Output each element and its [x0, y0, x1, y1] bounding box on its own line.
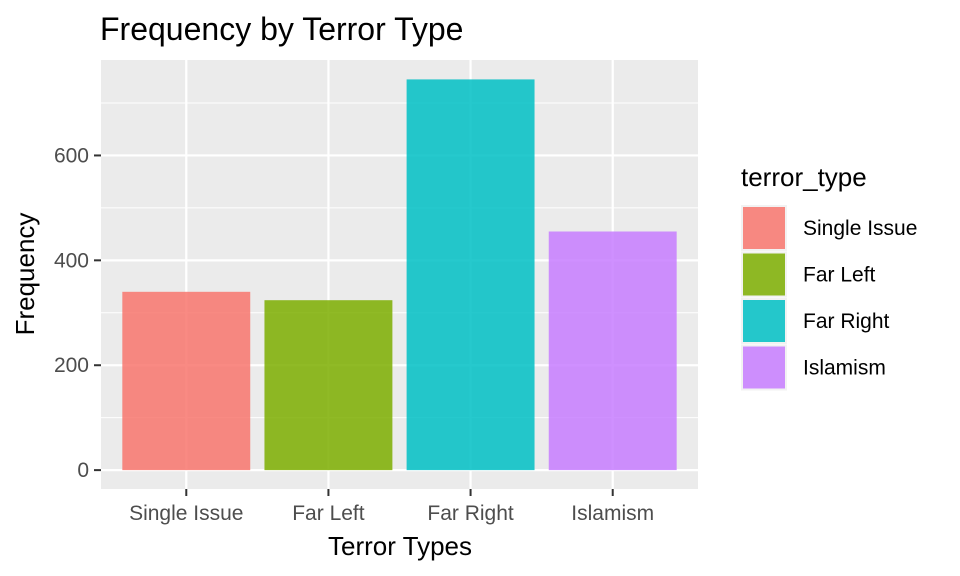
- legend-label: Far Left: [803, 264, 876, 287]
- legend-items: Single Issue Far Left Far Right Islamism: [741, 205, 917, 391]
- bar-single-issue: [122, 291, 251, 471]
- y-tick-label: 0: [77, 459, 89, 482]
- legend-title: terror_type: [741, 162, 867, 192]
- legend-swatch: [743, 346, 785, 389]
- legend-swatch: [743, 253, 785, 296]
- legend-swatch: [743, 207, 785, 249]
- bar-far-right: [406, 79, 535, 471]
- x-tick-label: Far Right: [427, 502, 514, 525]
- x-axis: Single Issue Far Left Far Right Islamism: [129, 489, 654, 525]
- bar-islamism: [548, 231, 677, 471]
- x-tick-label: Islamism: [571, 502, 654, 525]
- legend-swatch: [743, 300, 785, 342]
- y-tick-label: 600: [54, 144, 89, 167]
- bars: [122, 79, 677, 471]
- x-tick-label: Far Left: [292, 502, 365, 525]
- y-axis: 0 200 400 600: [54, 144, 101, 482]
- y-axis-title: Frequency: [10, 213, 40, 336]
- bar-far-left: [264, 300, 393, 471]
- legend-label: Islamism: [803, 357, 886, 380]
- y-tick-label: 200: [54, 354, 89, 377]
- y-tick-label: 400: [54, 249, 89, 272]
- legend-label: Far Right: [803, 310, 890, 333]
- chart-title: Frequency by Terror Type: [100, 11, 463, 47]
- legend: terror_type Single Issue Far Left Far Righ…: [741, 162, 917, 391]
- x-axis-title: Terror Types: [328, 531, 472, 561]
- x-tick-label: Single Issue: [129, 502, 243, 525]
- legend-label: Single Issue: [803, 217, 917, 240]
